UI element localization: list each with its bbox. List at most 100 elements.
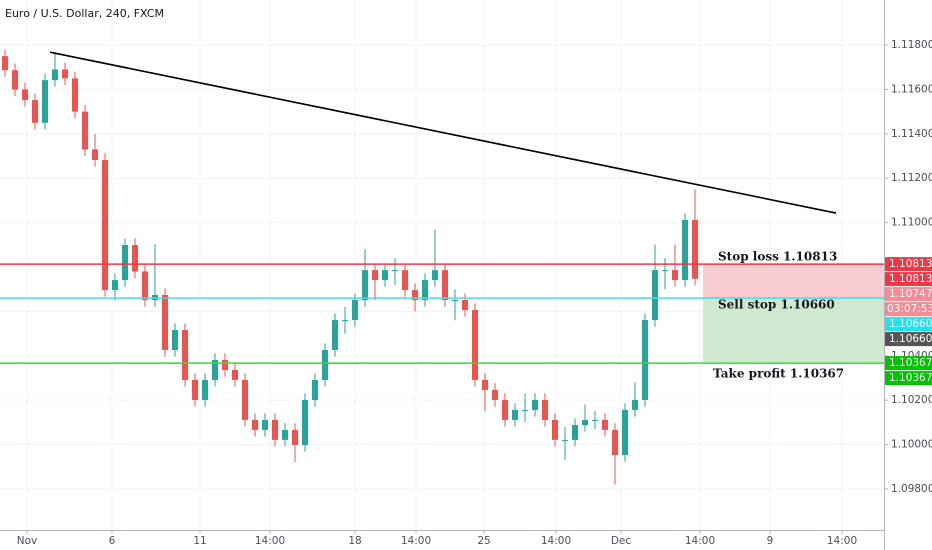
x-tick-label: 9 [767,535,774,547]
candle-body [622,409,628,455]
candle-body [642,320,648,400]
candle-body [202,379,208,400]
candle-body [52,69,58,81]
x-tick-label: 11 [193,535,206,547]
candle-body [672,270,678,281]
candle-body [692,219,698,279]
candle-body [682,219,688,281]
candle-body [482,379,488,390]
candle-body [462,300,468,311]
price-label: 1.10813 [889,258,932,270]
candle-body [492,389,498,400]
price-label: 1.10367 [889,357,932,369]
x-tick-label: Nov [17,535,38,547]
price-label-box [885,317,932,332]
x-tick-label: 18 [348,535,361,547]
x-tick-label: 14:00 [827,535,857,547]
candle-body [72,78,78,112]
trend-line [49,51,837,214]
candle-body [322,350,328,380]
candle-body [12,70,18,90]
level-label: Sell stop 1.10660 [718,298,835,312]
candle-body [572,425,578,440]
x-tick-label: 14:00 [541,535,571,547]
candle-body [332,320,338,351]
candle-body [602,419,608,430]
candle-body [532,399,538,410]
level-label: Stop loss 1.10813 [718,250,837,264]
price-label-box [885,371,932,386]
y-tick-label: 1.10200 [891,394,932,406]
candle-body [142,271,148,301]
candle-body [112,280,118,291]
candle-body [582,419,588,426]
candle-body [132,245,138,272]
candle-body [232,369,238,380]
candle-body [442,270,448,301]
x-tick-label: 14:00 [685,535,715,547]
x-tick-label: Dec [611,535,632,547]
y-tick-label: 1.11800 [891,39,932,51]
candle-body [512,409,518,420]
candle-body [522,409,528,411]
x-tick-label: 25 [477,535,490,547]
y-tick-label: 1.11600 [891,83,932,95]
candle-body [372,270,378,281]
risk-box [703,264,884,299]
y-tick-label: 1.11200 [891,172,932,184]
candle-body [172,330,178,351]
y-tick-label: 1.09800 [891,483,932,495]
x-tick-label: 14:00 [401,535,431,547]
price-label-box [885,356,932,371]
candle-body [292,429,298,445]
y-tick-label: 1.11000 [891,217,932,229]
candle-body [382,270,388,281]
price-label: 1.10813 [889,273,932,285]
candle-body [102,160,108,291]
countdown: 03:07:53 [887,303,932,315]
candle-body [412,290,418,301]
candle-body [92,149,98,161]
countdown-box [885,302,932,317]
y-tick-label: 1.10000 [891,439,932,451]
candle-body [62,69,68,79]
candle-body [122,245,128,281]
candle-body [342,320,348,322]
candle-body [592,419,598,421]
candle-body [2,56,8,71]
candle-body [192,379,198,400]
candle-body [302,399,308,445]
candle-body [312,379,318,400]
reward-box [703,298,884,364]
candle-body [182,330,188,380]
candle-body [222,359,228,370]
candle-body [612,429,618,455]
chart-title: Euro / U.S. Dollar, 240, FXCM [5,7,164,20]
candle-body [162,294,168,351]
candle-body [242,379,248,420]
level-label: Take profit 1.10367 [713,367,844,381]
price-label: 1.10660 [889,333,932,345]
price-label-box [885,257,932,272]
price-label-box [885,272,932,287]
candle-body [272,419,278,440]
candle-body [652,270,658,321]
candle-body [262,419,268,430]
x-tick-label: 14:00 [255,535,285,547]
candle-body [432,270,438,281]
candle-body [542,399,548,420]
candle-body [22,89,28,101]
candle-body [282,429,288,440]
candle-body [402,270,408,291]
candle-body [502,399,508,420]
price-label: 1.10747 [889,288,932,300]
candle-body [452,300,458,302]
price-label-box [885,332,932,347]
price-label-box [885,287,932,302]
candle-body [42,80,48,123]
candle-body [662,270,668,272]
x-tick-label: 6 [109,535,116,547]
candle-body [472,310,478,380]
candle-body [562,439,568,441]
